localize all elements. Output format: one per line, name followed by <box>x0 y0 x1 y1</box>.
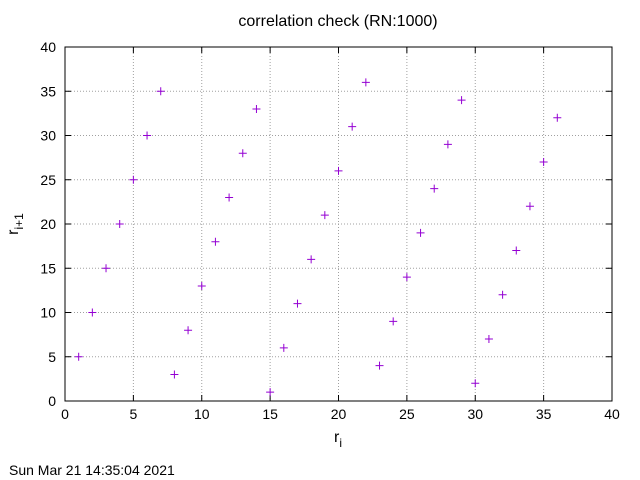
data-point <box>457 96 466 105</box>
x-axis-label-main: r <box>334 429 340 446</box>
chart-title: correlation check (RN:1000) <box>238 13 437 30</box>
x-tick-label: 40 <box>604 406 620 422</box>
data-point <box>129 175 138 184</box>
y-tick-label: 30 <box>40 128 56 144</box>
data-point <box>553 113 562 122</box>
timestamp: Sun Mar 21 14:35:04 2021 <box>9 462 175 478</box>
data-point <box>307 255 316 264</box>
data-point <box>293 299 302 308</box>
data-point <box>156 87 165 96</box>
data-point <box>279 343 288 352</box>
data-point <box>238 149 247 158</box>
x-tick-label: 30 <box>467 406 483 422</box>
data-point <box>184 326 193 335</box>
y-tick-label: 20 <box>40 216 56 232</box>
data-point <box>225 193 234 202</box>
data-point <box>74 352 83 361</box>
data-point <box>375 361 384 370</box>
x-tick-label: 0 <box>61 406 69 422</box>
data-point <box>498 290 507 299</box>
data-point <box>361 78 370 87</box>
y-axis-label: ri+1 <box>5 213 26 235</box>
data-point <box>539 158 548 167</box>
data-point <box>525 202 534 211</box>
axis-ticks: 0 5 10 15 20 25 30 35 40 0 5 10 15 20 25 30 35 40 <box>40 39 620 422</box>
data-point <box>252 104 261 113</box>
data-point <box>334 166 343 175</box>
data-point <box>484 335 493 344</box>
data-point <box>170 370 179 379</box>
x-axis-label: ri <box>334 429 342 450</box>
data-point <box>416 228 425 237</box>
y-tick-label: 10 <box>40 305 56 321</box>
x-tick-label: 15 <box>262 406 278 422</box>
y-tick-label: 40 <box>40 39 56 55</box>
y-tick-label: 15 <box>40 260 56 276</box>
data-point <box>512 246 521 255</box>
data-point <box>471 379 480 388</box>
y-tick-label: 25 <box>40 172 56 188</box>
x-axis-label-subscript: i <box>339 436 342 450</box>
data-point <box>443 140 452 149</box>
x-tick-label: 10 <box>194 406 210 422</box>
y-tick-label: 35 <box>40 83 56 99</box>
plot-frame <box>64 46 613 402</box>
y-axis-label-main: r <box>5 229 22 235</box>
data-point <box>430 184 439 193</box>
x-tick-label: 35 <box>536 406 552 422</box>
data-point <box>102 264 111 273</box>
y-axis-label-subscript: i+1 <box>12 213 26 230</box>
data-points <box>74 78 562 397</box>
gridlines <box>65 47 612 401</box>
x-tick-label: 5 <box>129 406 137 422</box>
data-point <box>88 308 97 317</box>
data-point <box>211 237 220 246</box>
data-point <box>197 281 206 290</box>
data-point <box>389 317 398 326</box>
x-tick-label: 20 <box>331 406 347 422</box>
data-point <box>348 122 357 131</box>
y-tick-label: 5 <box>48 349 56 365</box>
data-point <box>402 273 411 282</box>
data-point <box>266 388 275 397</box>
data-point <box>115 220 124 228</box>
data-point <box>320 211 329 220</box>
x-tick-label: 25 <box>399 406 415 422</box>
y-tick-label: 0 <box>48 393 56 409</box>
data-point <box>143 131 152 140</box>
